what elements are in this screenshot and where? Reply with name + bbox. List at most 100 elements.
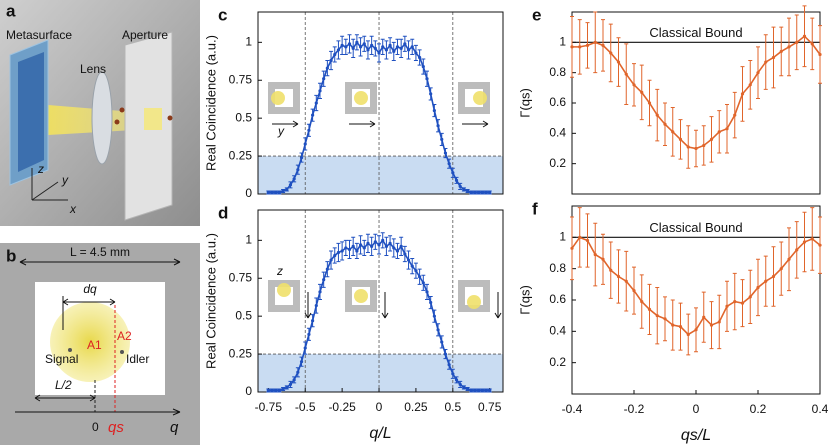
data-point: [616, 274, 621, 279]
q-axis: [15, 408, 181, 416]
data-point: [694, 146, 698, 151]
data-point: [299, 156, 304, 160]
axis-name: x: [69, 202, 77, 216]
data-point: [347, 42, 352, 46]
data-point: [443, 352, 448, 356]
x-tick-label: 0.2: [750, 402, 767, 416]
data-point: [609, 51, 613, 55]
data-point: [285, 187, 289, 192]
photon: [114, 119, 120, 125]
data-point: [570, 45, 574, 49]
half-arrow: [34, 394, 96, 402]
data-point: [756, 285, 760, 290]
inset-spot: [354, 91, 368, 105]
data-point: [307, 128, 311, 132]
data-point: [779, 267, 783, 271]
data-point: [818, 243, 822, 247]
data-point: [795, 40, 799, 44]
data-point: [447, 363, 451, 367]
data-point: [663, 317, 667, 321]
a2-label: A2: [117, 329, 132, 343]
data-point: [454, 178, 459, 182]
data-point: [488, 190, 492, 195]
data-point: [447, 162, 451, 166]
x-tick-label: 0.25: [404, 400, 428, 414]
data-point: [647, 101, 652, 105]
data-point: [585, 238, 590, 243]
data-point: [266, 190, 270, 195]
data-point: [292, 378, 296, 382]
data-point: [410, 45, 414, 49]
data-point: [748, 295, 752, 299]
data-point: [377, 51, 381, 55]
data-point: [725, 127, 729, 131]
data-point: [403, 252, 407, 256]
idler-label: Idler: [126, 352, 149, 366]
data-point: [818, 52, 822, 57]
label: Aperture: [122, 28, 168, 42]
lens: [91, 71, 113, 165]
data-point: [414, 51, 418, 55]
data-point: [266, 388, 270, 393]
data-point: [655, 113, 659, 117]
data-point: [406, 48, 411, 52]
inset-arrow: [381, 292, 389, 319]
data-point: [462, 187, 466, 192]
y-axis-label: Γ(qs): [517, 285, 532, 315]
data-point: [288, 382, 293, 387]
data-point: [336, 48, 341, 52]
data-point: [795, 248, 799, 252]
inset-axis-label: y: [277, 124, 285, 138]
panel-a: a Metasurface Lens Aperture z y x: [0, 0, 200, 226]
x-tick-label: 0: [693, 402, 700, 416]
y-tick-label: 0.25: [229, 346, 253, 360]
data-point: [810, 42, 814, 46]
data-point: [458, 184, 462, 189]
data-point: [322, 77, 326, 81]
y-tick-label: 0.4: [549, 324, 566, 338]
y-tick-label: 0.8: [549, 65, 566, 79]
data-point: [303, 346, 307, 350]
data-point: [274, 190, 278, 195]
data-point: [480, 190, 484, 195]
data-point: [469, 190, 473, 195]
data-point: [748, 83, 752, 87]
data-point: [451, 171, 455, 175]
y-axis-label: Real Coincidence (a.u.): [203, 233, 218, 369]
data-point: [454, 378, 459, 382]
data-point: [318, 89, 322, 93]
data-point: [585, 43, 590, 47]
data-point: [740, 92, 745, 96]
y-tick-label: 0.8: [549, 261, 566, 275]
data-point: [314, 303, 318, 308]
data-point: [418, 55, 422, 60]
data-point: [473, 190, 477, 195]
data-point: [609, 268, 613, 272]
data-point: [640, 90, 644, 94]
data-point: [678, 325, 683, 329]
data-point: [285, 385, 289, 390]
label: Lens: [80, 62, 106, 76]
origin-label: 0: [92, 420, 99, 434]
data-point: [702, 143, 706, 148]
data-point: [425, 290, 429, 294]
reference-label: Classical Bound: [649, 220, 742, 235]
x-tick-label: 0.4: [812, 402, 829, 416]
qs-label: qs: [108, 419, 124, 436]
data-point: [336, 250, 341, 255]
data-point: [425, 77, 429, 81]
data-point: [288, 183, 293, 187]
data-point: [477, 190, 481, 195]
a1-label: A1: [87, 338, 102, 352]
data-point: [270, 190, 274, 195]
data-point: [632, 83, 636, 87]
data-point: [274, 388, 278, 393]
data-point: [325, 66, 329, 70]
data-point: [578, 235, 582, 239]
data-point: [340, 249, 344, 253]
data-point: [593, 40, 597, 44]
data-point: [410, 264, 414, 268]
y-tick-label: 0.25: [229, 148, 253, 162]
q-label: q: [170, 419, 179, 436]
data-point: [477, 388, 481, 393]
